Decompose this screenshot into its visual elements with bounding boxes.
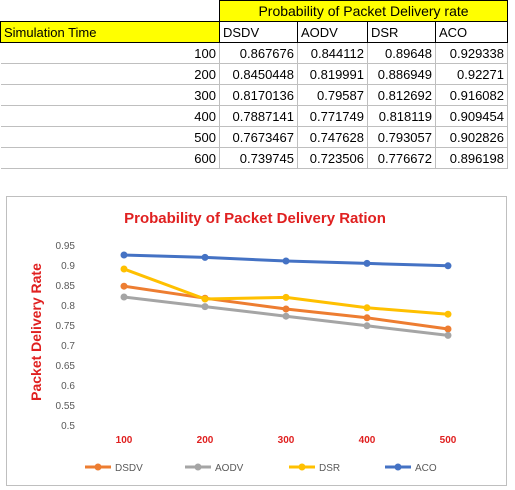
value-cell: 0.929338 — [435, 42, 508, 64]
value-cell: 0.747628 — [297, 126, 368, 148]
table-row: 300 0.8170136 0.79587 0.812692 0.916082 — [0, 84, 508, 106]
value-cell: 0.909454 — [435, 105, 508, 127]
data-point — [201, 303, 209, 311]
data-point — [444, 262, 452, 270]
value-cell: 0.812692 — [367, 84, 436, 106]
x-axis: 100 200 300 400 500 — [116, 435, 457, 446]
value-cell: 0.739745 — [219, 147, 298, 169]
value-cell: 0.844112 — [297, 42, 368, 64]
legend-label: DSR — [319, 463, 340, 474]
value-cell: 0.8170136 — [219, 84, 298, 106]
value-cell: 0.723506 — [297, 147, 368, 169]
x-tick-label: 200 — [197, 435, 214, 446]
table-row: 200 0.8450448 0.819991 0.886949 0.92271 — [0, 63, 508, 85]
column-header: DSR — [367, 21, 436, 43]
data-table: Probability of Packet Delivery rate Simu… — [0, 0, 508, 169]
value-cell: 0.79587 — [297, 84, 368, 106]
time-cell: 600 — [0, 147, 220, 169]
data-point — [120, 265, 128, 273]
legend-marker — [94, 463, 102, 471]
value-cell: 0.776672 — [367, 147, 436, 169]
y-tick-label: 0.8 — [61, 301, 75, 312]
line-chart: Probability of Packet Delivery Ration Pa… — [6, 196, 507, 486]
y-tick-label: 0.85 — [56, 281, 76, 292]
data-point — [201, 253, 209, 261]
data-point — [363, 304, 371, 312]
chart-title: Probability of Packet Delivery Ration — [124, 210, 386, 227]
table-title-row: Probability of Packet Delivery rate — [1, 0, 508, 22]
y-axis-label: Packet Delivery Rate — [28, 263, 44, 401]
table-title: Probability of Packet Delivery rate — [219, 0, 508, 22]
value-cell: 0.7673467 — [219, 126, 298, 148]
y-tick-label: 0.7 — [61, 341, 75, 352]
table-header-row: Simulation Time DSDV AODV DSR ACO — [0, 21, 508, 43]
x-tick-label: 500 — [440, 435, 457, 446]
data-point — [201, 295, 209, 303]
value-cell: 0.916082 — [435, 84, 508, 106]
column-header: ACO — [435, 21, 508, 43]
y-tick-label: 0.55 — [56, 401, 76, 412]
data-point — [120, 282, 128, 290]
table-row: 600 0.739745 0.723506 0.776672 0.896198 — [0, 147, 508, 169]
legend-label: ACO — [415, 463, 437, 474]
table-row: 100 0.867676 0.844112 0.89648 0.929338 — [0, 42, 508, 64]
data-point — [120, 251, 128, 259]
data-point — [444, 325, 452, 333]
value-cell: 0.793057 — [367, 126, 436, 148]
x-tick-label: 300 — [278, 435, 295, 446]
legend: DSDV AODV DSR ACO — [85, 463, 437, 474]
data-point — [120, 293, 128, 301]
time-cell: 500 — [0, 126, 220, 148]
series-layer — [120, 251, 452, 339]
data-point — [282, 257, 290, 265]
column-header: AODV — [297, 21, 368, 43]
value-cell: 0.896198 — [435, 147, 508, 169]
legend-label: AODV — [215, 463, 244, 474]
time-cell: 100 — [0, 42, 220, 64]
value-cell: 0.867676 — [219, 42, 298, 64]
y-tick-label: 0.95 — [56, 241, 76, 252]
y-tick-label: 0.9 — [61, 261, 75, 272]
table-row: 500 0.7673467 0.747628 0.793057 0.902826 — [0, 126, 508, 148]
data-point — [444, 331, 452, 339]
y-axis: 0.95 0.9 0.85 0.8 0.75 0.7 0.65 0.6 0.55 0.5 — [56, 241, 76, 432]
value-cell: 0.902826 — [435, 126, 508, 148]
value-cell: 0.7887141 — [219, 105, 298, 127]
x-tick-label: 400 — [359, 435, 376, 446]
y-tick-label: 0.65 — [56, 361, 76, 372]
value-cell: 0.886949 — [367, 63, 436, 85]
value-cell: 0.89648 — [367, 42, 436, 64]
time-cell: 400 — [0, 105, 220, 127]
data-point — [444, 310, 452, 318]
legend-marker — [394, 463, 402, 471]
value-cell: 0.92271 — [435, 63, 508, 85]
data-point — [363, 314, 371, 322]
data-point — [282, 305, 290, 313]
table-row: 400 0.7887141 0.771749 0.818119 0.909454 — [0, 105, 508, 127]
data-point — [282, 312, 290, 320]
time-cell: 300 — [0, 84, 220, 106]
y-tick-label: 0.5 — [61, 421, 75, 432]
legend-marker — [298, 463, 306, 471]
chart-svg: Probability of Packet Delivery Ration Pa… — [28, 210, 457, 474]
value-cell: 0.8450448 — [219, 63, 298, 85]
data-point — [363, 322, 371, 330]
value-cell: 0.771749 — [297, 105, 368, 127]
data-point — [363, 259, 371, 267]
legend-marker — [194, 463, 202, 471]
value-cell: 0.818119 — [367, 105, 436, 127]
column-header: DSDV — [219, 21, 298, 43]
y-tick-label: 0.75 — [56, 321, 76, 332]
x-tick-label: 100 — [116, 435, 133, 446]
data-point — [282, 293, 290, 301]
y-tick-label: 0.6 — [61, 381, 75, 392]
row-header: Simulation Time — [0, 21, 220, 43]
value-cell: 0.819991 — [297, 63, 368, 85]
legend-label: DSDV — [115, 463, 143, 474]
time-cell: 200 — [0, 63, 220, 85]
